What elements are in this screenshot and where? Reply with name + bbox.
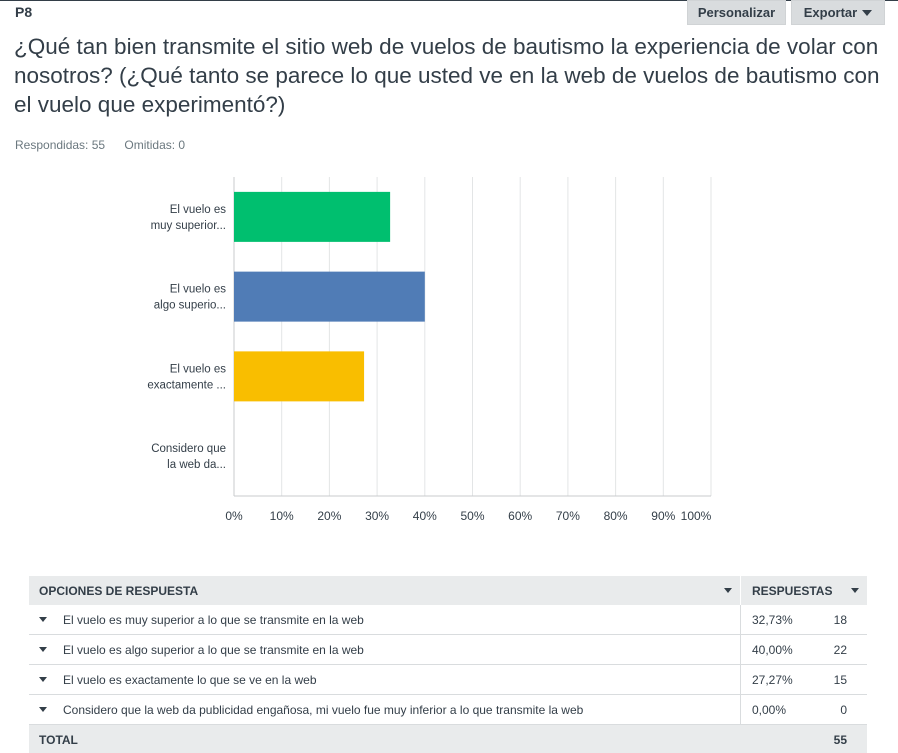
x-tick-label: 60%	[508, 509, 532, 523]
row-percent: 32,73%	[752, 612, 793, 627]
row-option-label: El vuelo es algo superior a lo que se tr…	[63, 642, 364, 657]
category-label: El vuelo es	[170, 204, 227, 216]
export-button-label: Exportar	[803, 5, 858, 20]
responses-header-label: RESPUESTAS	[752, 583, 833, 598]
responses-column-header[interactable]: RESPUESTAS	[741, 576, 867, 605]
row-option: El vuelo es algo superior a lo que se tr…	[29, 635, 741, 664]
category-label: El vuelo es	[170, 363, 227, 375]
total-count: 55	[833, 733, 847, 747]
x-tick-label: 10%	[270, 509, 294, 523]
category-label: exactamente ...	[147, 379, 226, 391]
x-tick-label: 90%	[651, 509, 675, 523]
options-header-label: OPCIONES DE RESPUESTA	[39, 583, 199, 598]
row-option: El vuelo es muy superior a lo que se tra…	[29, 605, 741, 634]
x-tick-label: 70%	[556, 509, 580, 523]
row-count: 22	[833, 642, 847, 657]
options-column-header[interactable]: OPCIONES DE RESPUESTA	[29, 576, 741, 605]
x-tick-label: 0%	[225, 509, 243, 523]
question-number: P8	[15, 4, 33, 20]
row-percent: 0,00%	[752, 702, 787, 717]
question-title: ¿Qué tan bien transmite el sitio web de …	[14, 34, 880, 117]
response-stats: Respondidas: 55 Omitidas: 0	[15, 138, 185, 152]
table-row: El vuelo es muy superior a lo que se tra…	[29, 605, 867, 635]
row-option-label: El vuelo es muy superior a lo que se tra…	[63, 612, 364, 627]
table-total-row: TOTAL 55	[29, 725, 867, 753]
table-header: OPCIONES DE RESPUESTA RESPUESTAS	[29, 576, 867, 605]
table-row: El vuelo es exactamente lo que se ve en …	[29, 665, 867, 695]
top-border	[0, 0, 898, 1]
expand-row-icon[interactable]	[39, 707, 47, 712]
expand-row-icon[interactable]	[39, 677, 47, 682]
bar-chart: 0% 10% 20% 30% 40% 50% 60% 70% 80% 90% 100% El vuel…	[0, 170, 898, 545]
table-row: Considero que la web da publicidad engañ…	[29, 695, 867, 725]
row-percent: 40,00%	[752, 642, 793, 657]
bar	[234, 191, 391, 242]
table-row: El vuelo es algo superior a lo que se tr…	[29, 635, 867, 665]
bar	[234, 351, 365, 402]
row-option-label: El vuelo es exactamente lo que se ve en …	[63, 672, 317, 687]
category-label: algo superio...	[154, 300, 226, 312]
caret-down-icon	[862, 9, 873, 16]
expand-row-icon[interactable]	[39, 647, 47, 652]
category-label: El vuelo es	[170, 284, 227, 296]
customize-button[interactable]: Personalizar	[687, 0, 786, 25]
answered-count: Respondidas: 55	[15, 138, 106, 152]
row-count: 15	[833, 672, 847, 687]
skipped-count: Omitidas: 0	[124, 138, 186, 152]
row-option-label: Considero que la web da publicidad engañ…	[63, 702, 584, 717]
category-label: muy superior...	[151, 220, 226, 232]
category-label: Considero que	[151, 443, 226, 455]
sort-down-icon[interactable]	[724, 588, 732, 593]
x-tick-label: 80%	[604, 509, 628, 523]
row-option: Considero que la web da publicidad engañ…	[29, 695, 741, 724]
row-percent: 27,27%	[752, 672, 793, 687]
row-option: El vuelo es exactamente lo que se ve en …	[29, 665, 741, 694]
row-count: 18	[833, 612, 847, 627]
expand-row-icon[interactable]	[39, 617, 47, 622]
bar	[234, 271, 425, 322]
x-tick-label: 100%	[681, 509, 712, 523]
total-label: TOTAL	[39, 733, 78, 747]
row-count: 0	[840, 702, 847, 717]
sort-down-icon[interactable]	[851, 588, 859, 593]
x-tick-label: 40%	[413, 509, 437, 523]
customize-button-label: Personalizar	[697, 5, 776, 20]
x-tick-label: 30%	[365, 509, 389, 523]
x-tick-label: 50%	[460, 509, 484, 523]
x-tick-label: 20%	[317, 509, 341, 523]
table-body: El vuelo es muy superior a lo que se tra…	[29, 605, 867, 725]
export-button[interactable]: Exportar	[791, 0, 885, 25]
category-label: la web da...	[167, 459, 226, 471]
responses-table: OPCIONES DE RESPUESTA RESPUESTAS El vuel…	[29, 576, 867, 753]
bar-chart-svg: 0% 10% 20% 30% 40% 50% 60% 70% 80% 90% 100% El vuel…	[147, 177, 712, 523]
